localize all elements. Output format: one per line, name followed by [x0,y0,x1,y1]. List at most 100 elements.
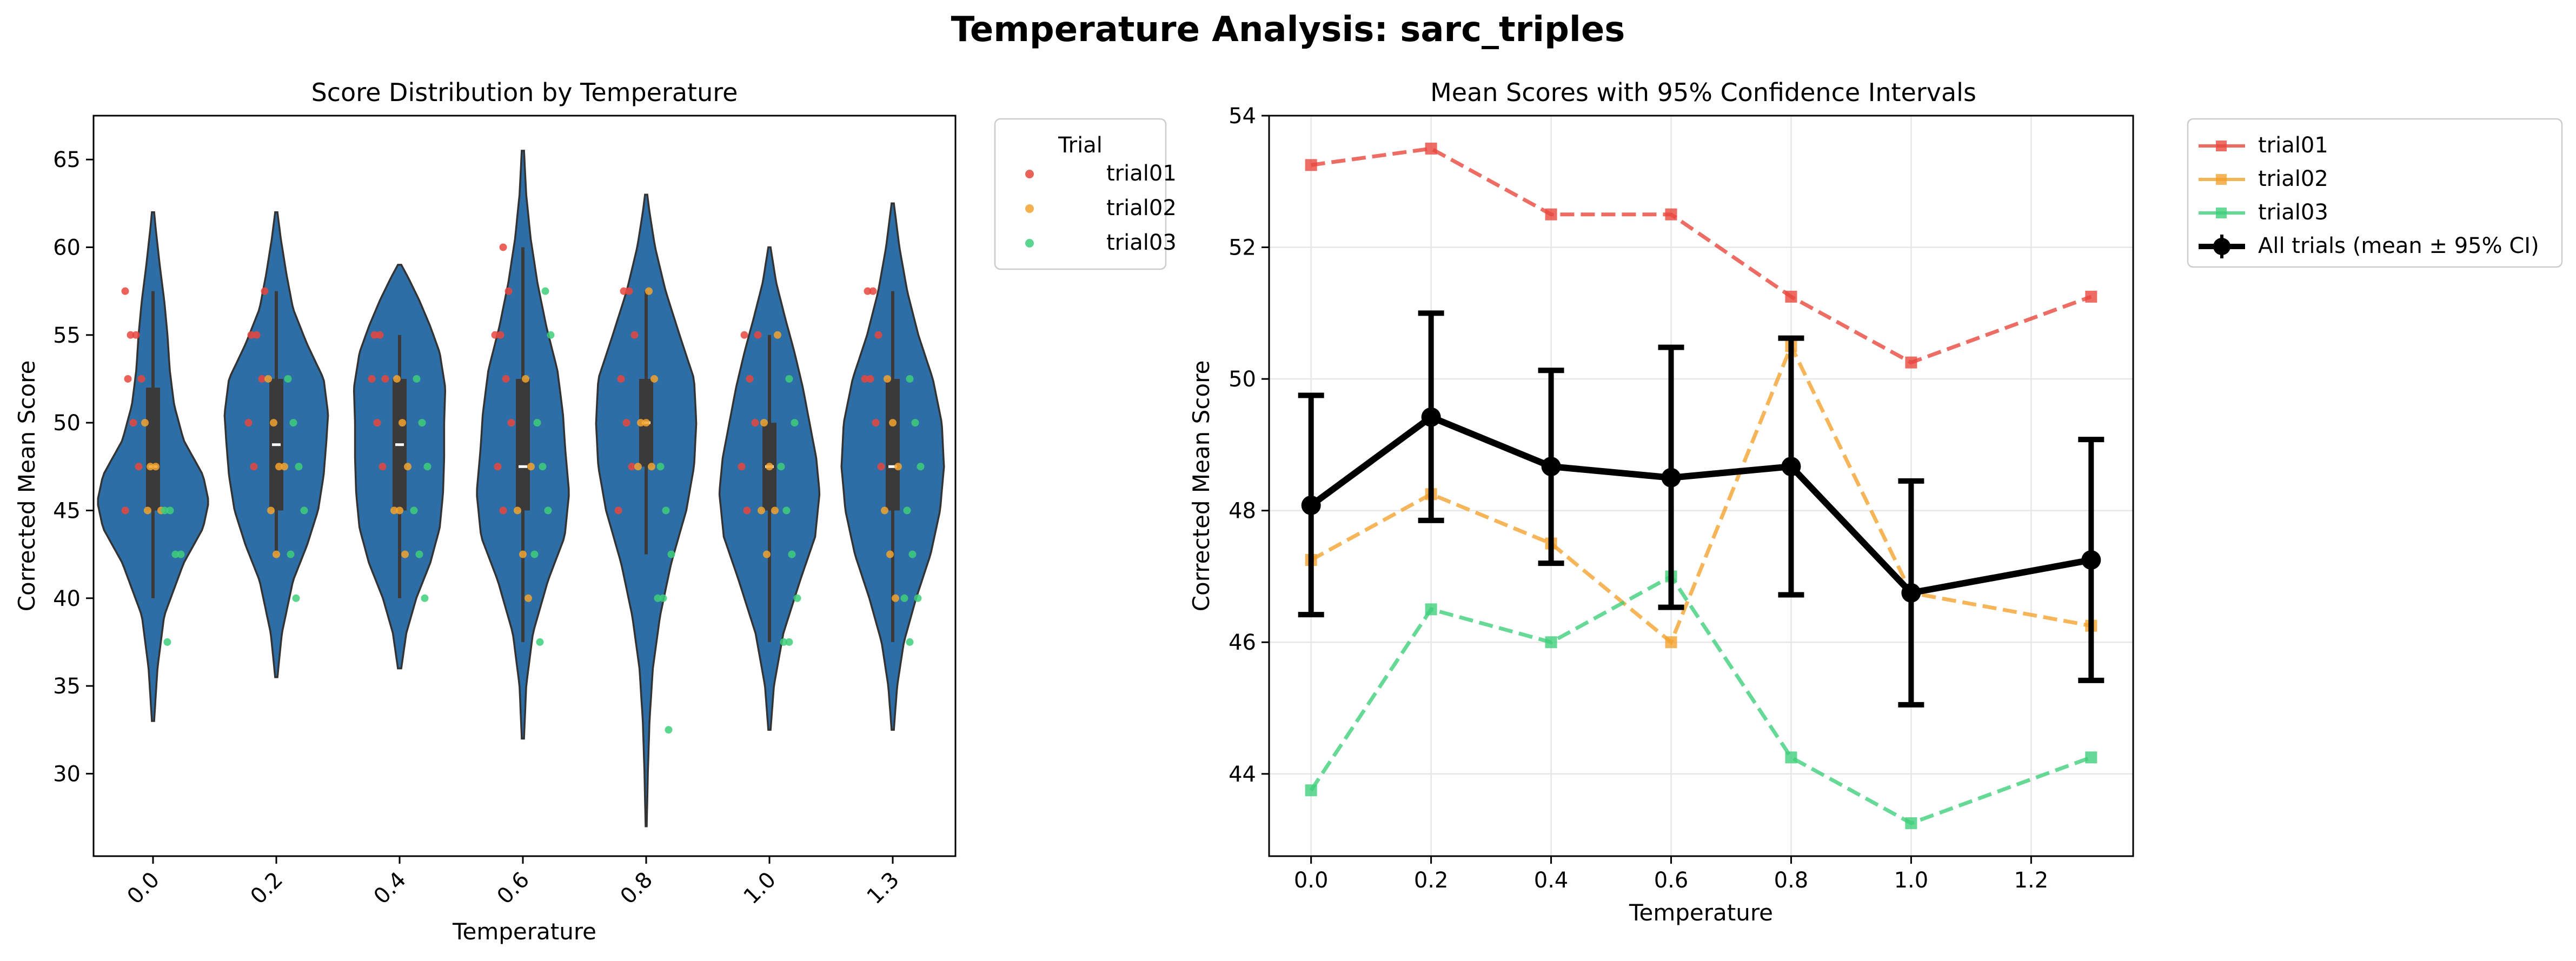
strip-point-trial01 [250,463,258,471]
series-marker-trial03 [1545,636,1557,649]
series-legend-items: trial01 trial02 trial03 All trials (mean ± … [2199,133,2539,258]
strip-point-trial01 [625,287,633,295]
series-marker-trial01 [1425,142,1437,155]
mean-ci-chart-title: Mean Scores with 95% Confidence Interval… [1430,78,1976,107]
violin-x-tick-label: 0.2 [246,867,288,910]
strip-point-trial02 [648,463,655,471]
legend-marker-trial01 [2216,141,2227,151]
violin-y-tick-label: 50 [53,411,81,436]
strip-point-trial03 [410,506,418,515]
violin-chart-title: Score Distribution by Temperature [311,78,738,107]
strip-point-trial02 [645,287,653,295]
strip-point-trial01 [370,331,379,339]
strip-point-trial03 [536,638,544,646]
legend-label-trial03: trial03 [2258,200,2328,225]
strip-point-trial01 [864,287,872,295]
strip-point-trial02 [147,463,154,471]
strip-point-trial02 [401,550,409,558]
strip-point-trial03 [177,550,185,558]
line-y-ticks: 44 46 48 50 52 54 [1229,104,1269,787]
strip-point-trial02 [270,419,277,427]
strip-point-trial01 [499,506,507,515]
violin-y-tick-label: 55 [53,323,81,348]
legend-label-mean: All trials (mean ± 95% CI) [2258,233,2539,258]
violin-x-tick-label: 0.8 [616,867,658,910]
violin-y-axis-label: Corrected Mean Score [14,361,40,612]
strip-point-trial01 [622,419,630,427]
strip-point-trial02 [881,506,888,515]
trial-legend-box [994,118,1167,270]
strip-point-trial02 [634,463,642,471]
line-x-tick-label: 0.4 [1534,868,1569,893]
strip-point-trial03 [782,506,791,515]
series-marker-trial03 [1425,603,1437,616]
strip-point-trial01 [504,287,513,295]
series-marker-trial03 [2085,751,2097,764]
series-legend: trial01 trial02 trial03 All trials (mean ± … [2187,118,2563,268]
series-marker-trial01 [1305,159,1317,171]
strip-point-trial01 [376,331,384,339]
strip-point-trial02 [152,463,160,471]
strip-point-trial02 [393,375,401,383]
strip-point-trial03 [423,463,431,471]
strip-point-trial01 [746,375,754,383]
strip-point-trial01 [135,463,143,471]
series-marker-trial01 [1545,208,1557,221]
strip-point-trial01 [874,331,882,339]
figure-title: Temperature Analysis: sarc_triples [951,10,1625,50]
strip-point-trial03 [292,594,300,602]
strip-point-trial03 [421,594,429,602]
strip-point-trial03 [903,506,911,515]
series-marker-trial01 [2085,290,2097,303]
strip-point-trial03 [785,638,793,646]
strip-point-trial01 [496,331,504,339]
strip-point-trial01 [614,506,622,515]
legend-label-trial01: trial01 [1106,161,1177,186]
violin-chart: Score Distribution by Temperature 30 35 40… [14,78,957,945]
trial-legend: Trial trial01 trial02 trial03 [994,118,1177,270]
violin-plot-frame [92,115,957,857]
line-y-tick-label: 46 [1229,630,1256,655]
series-legend-box [2187,118,2563,268]
series-marker-trial01 [1785,290,1797,303]
strip-point-trial01 [754,331,762,339]
strip-point-trial01 [381,375,389,383]
strip-point-trial03 [539,463,547,471]
strip-point-trial01 [620,287,628,295]
strip-point-trial03 [793,594,801,602]
violin-x-tick-label: 0.0 [123,867,165,910]
strip-point-trial02 [404,463,411,471]
strip-point-trial01 [373,419,381,427]
series-marker-trial01 [1665,208,1677,221]
legend-label-trial02: trial02 [2258,166,2328,191]
strip-point-trial03 [908,550,917,558]
line-x-tick-label: 0.8 [1774,868,1809,893]
line-x-tick-label: 0.6 [1654,868,1689,893]
strip-point-trial01 [379,463,387,471]
strip-point-trial01 [253,331,261,339]
strip-point-trial02 [141,419,149,427]
strip-point-trial03 [667,550,675,558]
strip-point-trial01 [137,375,145,383]
strip-point-trial01 [132,331,140,339]
violin-iqr-box-0.6 [516,378,530,511]
violin-x-tick-label: 0.4 [369,867,411,910]
legend-marker-trial03 [1025,239,1034,248]
line-x-tick-label: 0.2 [1414,868,1449,893]
strip-point-trial03 [656,463,665,471]
strip-point-trial01 [740,331,748,339]
mean-ci-layer [1298,310,2104,708]
strip-point-trial01 [121,506,129,515]
line-y-tick-label: 50 [1229,367,1256,392]
strip-point-trial02 [894,463,902,471]
strip-point-trial03 [911,419,919,427]
strip-point-trial02 [267,506,275,515]
strip-point-trial01 [244,419,253,427]
mean-ci-chart: Mean Scores with 95% Confidence Interval… [1188,78,2134,926]
strip-point-trial03 [415,550,423,558]
line-x-ticks: 0.0 0.2 0.4 0.6 0.8 1.0 1.2 [1294,856,2048,893]
series-marker-trial03 [1785,751,1797,764]
strip-point-trial03 [287,550,295,558]
line-y-axis-label: Corrected Mean Score [1188,361,1214,612]
legend-label-trial01: trial01 [2258,133,2328,158]
